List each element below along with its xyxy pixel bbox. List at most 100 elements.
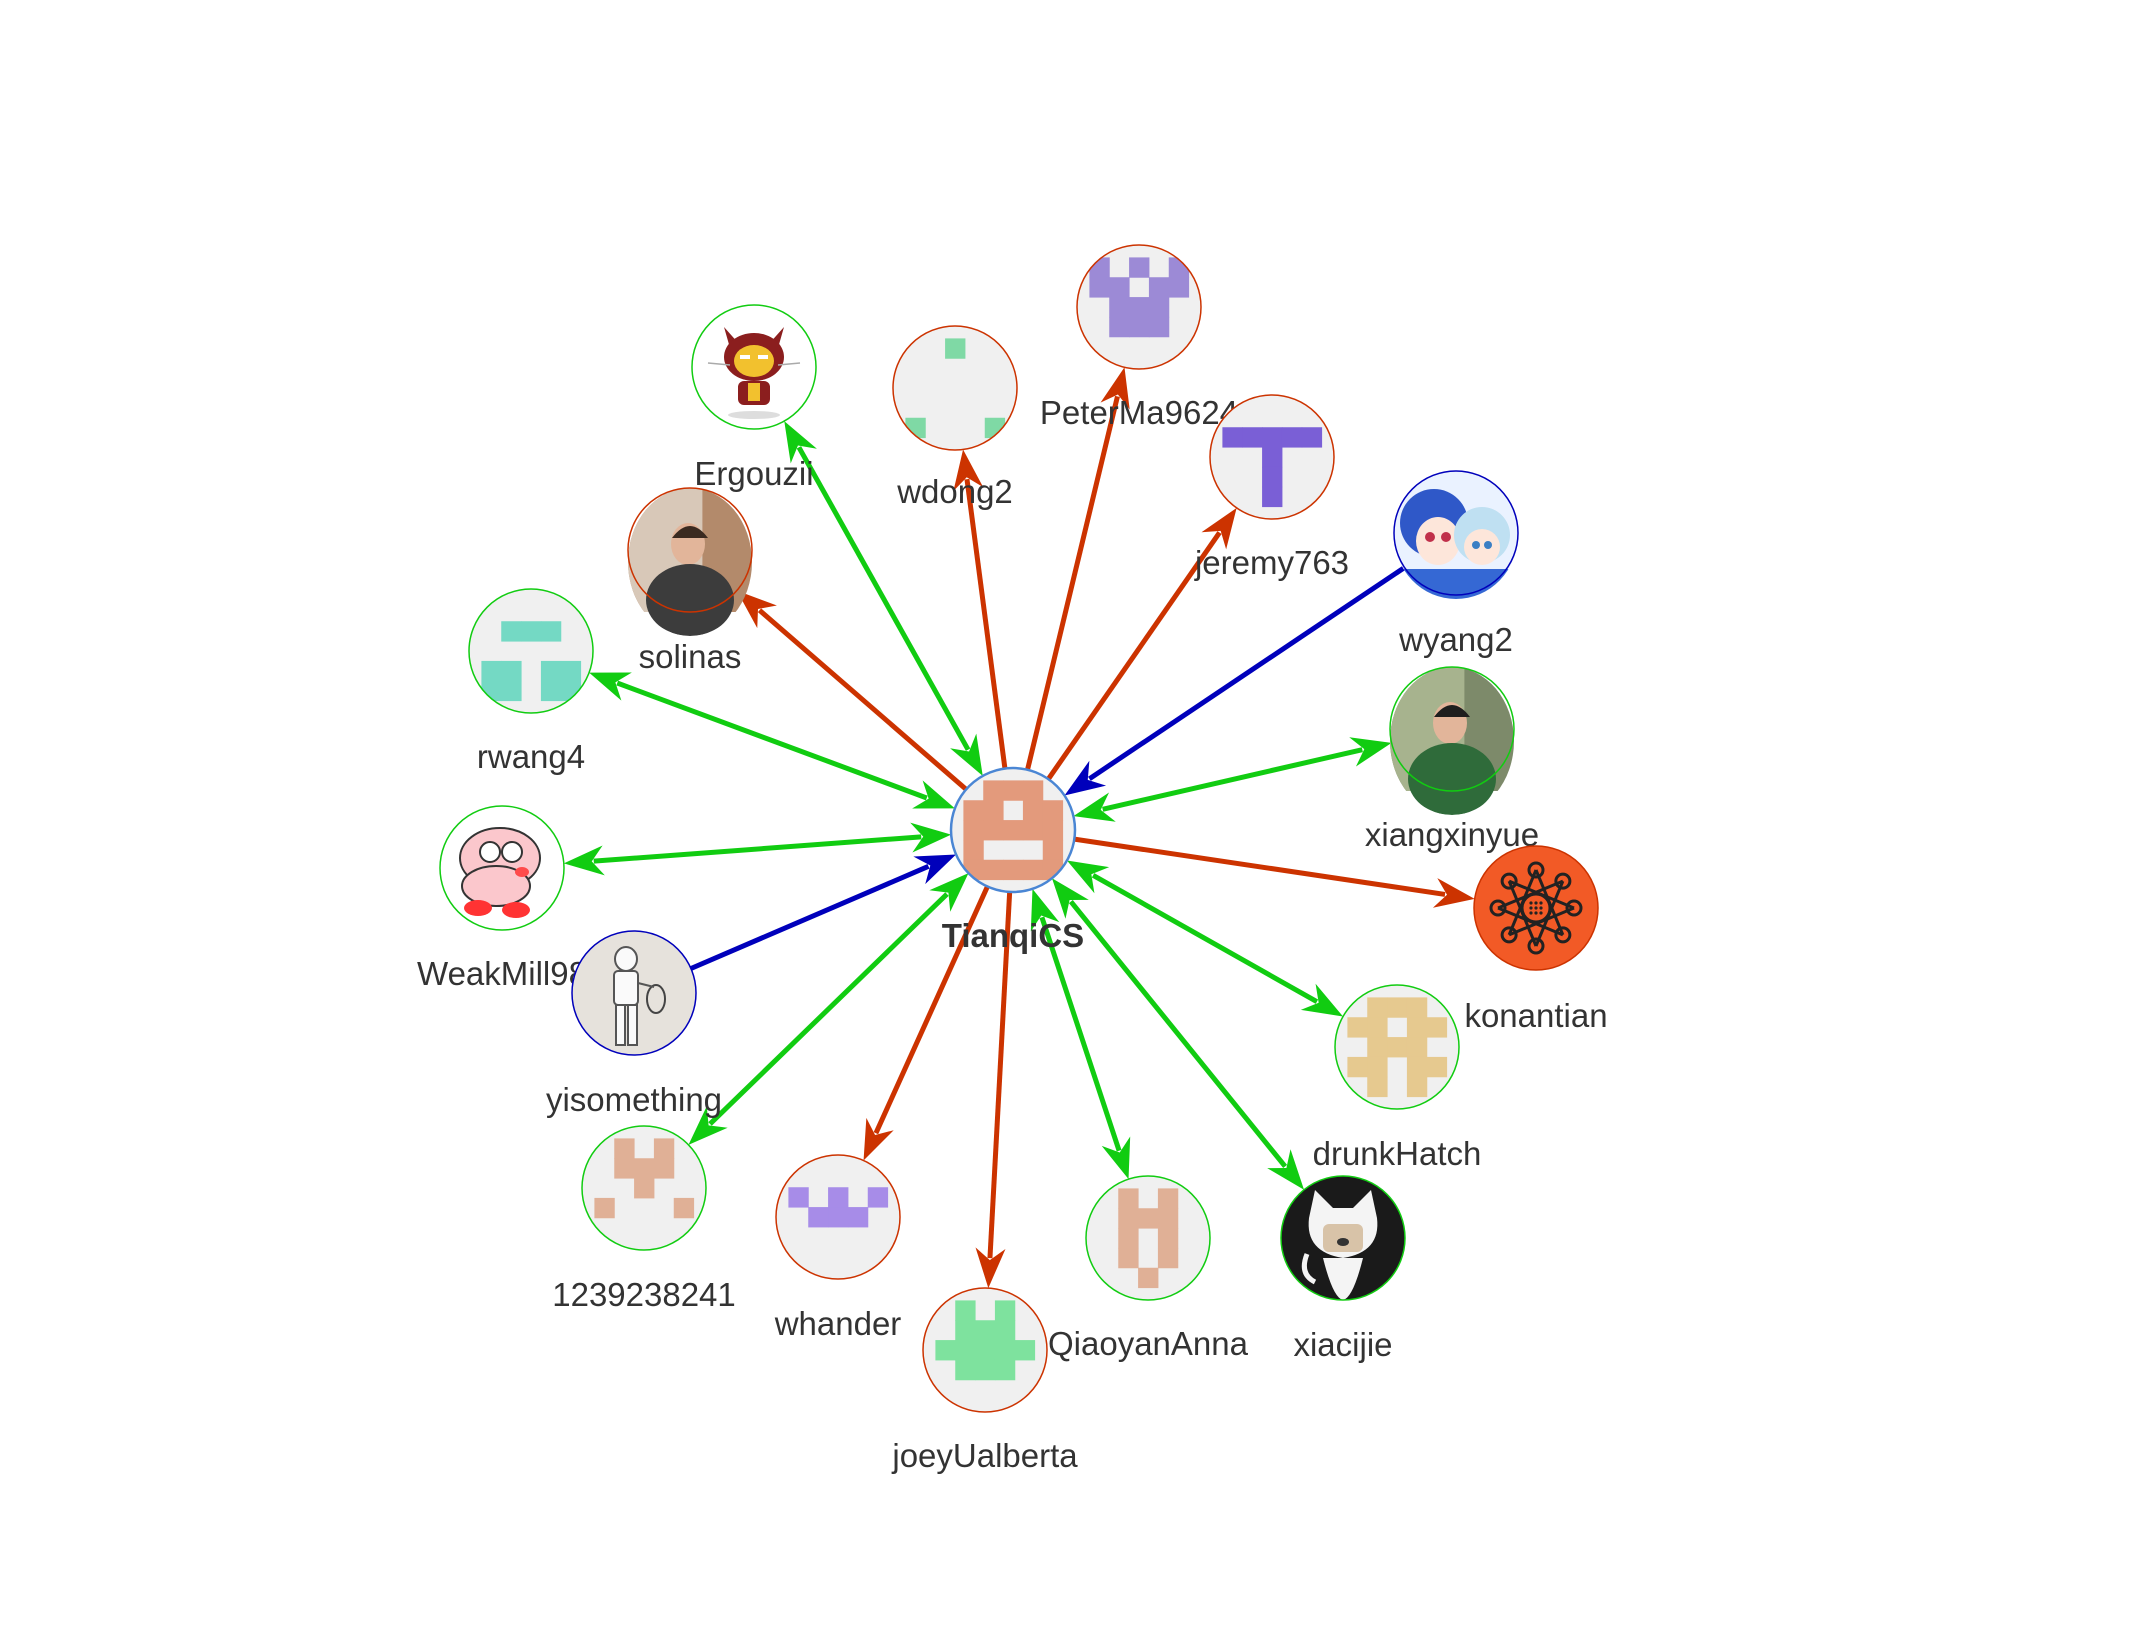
node-joeyUalberta[interactable]: joeyUalberta — [891, 1287, 1078, 1474]
node-label: rwang4 — [477, 738, 585, 775]
avatar-border — [691, 304, 817, 430]
arrowhead-to-center — [1073, 792, 1116, 822]
arrowhead-to-node — [589, 672, 632, 701]
edge-line — [796, 446, 971, 751]
avatar-border — [1085, 1175, 1211, 1301]
arrowhead-to-node — [736, 590, 777, 629]
arrowhead-to-node — [863, 1117, 894, 1161]
node-label: xiangxinyue — [1365, 816, 1539, 853]
node-label: jeremy763 — [1194, 544, 1349, 581]
node-xiangxinyue[interactable]: xiangxinyue — [1365, 666, 1539, 853]
avatar[interactable] — [692, 305, 816, 429]
node-label: wyang2 — [1398, 621, 1513, 658]
edge-line — [1025, 395, 1120, 771]
avatar[interactable] — [923, 1288, 1047, 1412]
person-photo-icon — [628, 488, 752, 636]
avatar[interactable] — [440, 806, 564, 930]
edge-whander — [863, 885, 990, 1161]
identicon-peach — [582, 1126, 706, 1250]
avatar-border — [949, 766, 1077, 894]
avatar[interactable] — [1077, 245, 1201, 369]
node-whander[interactable]: whander — [774, 1154, 902, 1342]
avatar[interactable] — [1281, 1176, 1405, 1300]
identicon-purple — [1077, 245, 1201, 369]
arrowhead-to-node — [1267, 1149, 1305, 1190]
edge-line — [1039, 916, 1122, 1152]
arrowhead-to-node — [1201, 507, 1237, 550]
node-xiacijie[interactable]: xiacijie — [1280, 1175, 1406, 1363]
avatar[interactable] — [776, 1155, 900, 1279]
edge-line — [1091, 873, 1319, 1004]
node-PeterMa9624[interactable]: PeterMa9624 — [1040, 244, 1238, 431]
arrowhead-to-node — [1432, 878, 1475, 908]
node-label: solinas — [639, 638, 742, 675]
node-yisomething[interactable]: yisomething — [546, 930, 722, 1118]
meme-cat-icon — [1281, 1176, 1405, 1300]
edge-line — [757, 608, 968, 792]
edge-WeakMill98 — [563, 822, 952, 876]
center-node[interactable]: TianqiCS — [942, 766, 1084, 954]
node-drunkHatch[interactable]: drunkHatch — [1313, 984, 1482, 1172]
avatar[interactable] — [1335, 985, 1459, 1109]
node-rwang4[interactable]: rwang4 — [468, 588, 594, 775]
node-solinas[interactable]: solinas — [627, 487, 753, 675]
node-WeakMill98[interactable]: WeakMill98 — [417, 805, 587, 992]
arrowhead-to-center — [910, 822, 952, 853]
edge-konantian — [1073, 836, 1475, 908]
avatar[interactable] — [469, 589, 593, 713]
avatar[interactable] — [1086, 1176, 1210, 1300]
node-label: konantian — [1464, 997, 1607, 1034]
node-1239238241[interactable]: 1239238241 — [552, 1125, 736, 1313]
edge-line — [964, 478, 1008, 769]
person-photo-icon — [1390, 667, 1514, 815]
arrowhead-to-node — [563, 845, 605, 876]
edge-rwang4 — [589, 672, 955, 809]
node-label: QiaoyanAnna — [1048, 1325, 1249, 1362]
edge-xiacijie — [1051, 878, 1305, 1190]
geometric-pattern-icon — [1474, 846, 1598, 970]
arrowhead-to-node — [1101, 1136, 1131, 1180]
edge-PeterMa9624 — [1025, 367, 1130, 771]
avatar[interactable] — [893, 326, 1017, 450]
node-label: WeakMill98 — [417, 955, 587, 992]
node-QiaoyanAnna[interactable]: QiaoyanAnna — [1048, 1175, 1249, 1362]
arrowhead-to-center — [1064, 760, 1107, 796]
ironman-octocat-icon — [692, 305, 816, 429]
anime-avatar-icon — [1394, 471, 1518, 599]
arrowhead-to-center — [912, 780, 955, 809]
arrowhead-to-center — [1066, 860, 1110, 894]
edge-QiaoyanAnna — [1030, 888, 1131, 1180]
edge-line — [1046, 531, 1222, 781]
edge-wyang2 — [1064, 565, 1406, 796]
node-label: Ergouzii — [694, 455, 813, 492]
avatar[interactable] — [1210, 395, 1334, 519]
node-wdong2[interactable]: wdong2 — [892, 325, 1018, 510]
node-jeremy763[interactable]: jeremy763 — [1194, 394, 1349, 581]
avatar[interactable] — [582, 1126, 706, 1250]
avatar[interactable] — [572, 931, 696, 1055]
arrowhead-to-node — [1300, 983, 1344, 1017]
identicon-lavender — [776, 1155, 900, 1279]
center-label: TianqiCS — [942, 917, 1084, 954]
avatar[interactable] — [1474, 846, 1598, 970]
node-label: whander — [774, 1305, 902, 1342]
node-wyang2[interactable]: wyang2 — [1393, 470, 1519, 658]
avatar[interactable] — [1394, 471, 1518, 599]
edge-joeyUalberta — [975, 891, 1013, 1289]
avatar[interactable] — [628, 488, 752, 636]
avatar[interactable] — [1390, 667, 1514, 815]
node-konantian[interactable]: konantian — [1464, 845, 1608, 1034]
node-Ergouzii[interactable]: Ergouzii — [691, 304, 817, 492]
edge-line — [1088, 565, 1406, 781]
arrowhead-to-node — [975, 1247, 1006, 1289]
avatar[interactable] — [951, 768, 1075, 892]
edge-line — [593, 834, 922, 864]
edge-jeremy763 — [1046, 507, 1237, 781]
node-label: 1239238241 — [552, 1276, 736, 1313]
edge-xiangxinyue — [1073, 737, 1392, 822]
edge-line — [987, 891, 1013, 1259]
identicon-violet — [1210, 395, 1334, 519]
edge-line — [689, 864, 930, 971]
avatar-border — [1334, 984, 1460, 1110]
arrowhead-to-center — [950, 733, 983, 776]
